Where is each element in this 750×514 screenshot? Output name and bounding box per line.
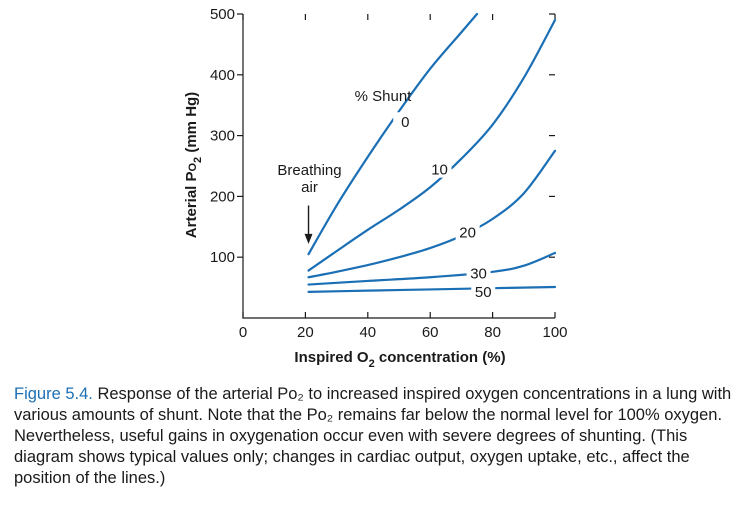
annotation-text: Breathing: [277, 162, 341, 179]
series-line-50: [307, 285, 557, 293]
series-label-50: 50: [475, 284, 492, 301]
figure-label: Figure 5.4.: [14, 385, 93, 403]
curves: [307, 12, 557, 293]
series-label-10: 10: [431, 162, 448, 179]
y-tick-label: 500: [210, 6, 235, 23]
shunt-header: % Shunt: [355, 88, 413, 105]
series-label-0: 0: [401, 114, 409, 131]
series-label-bg: [455, 222, 480, 241]
y-tick-label: 200: [210, 188, 235, 205]
caption-text: Response of the arterial Pᴏ₂ to increase…: [14, 385, 732, 487]
y-tick-label: 300: [210, 128, 235, 145]
series-label-30: 30: [470, 266, 487, 283]
annotation-arrow-head: [304, 233, 313, 244]
x-axis-title: Inspired O2 concentration (%): [294, 349, 505, 370]
series-label-bg: [427, 159, 452, 178]
annotation-text: air: [301, 179, 318, 196]
figure-caption: Figure 5.4. Response of the arterial Pᴏ₂…: [14, 384, 738, 489]
series-label-20: 20: [459, 224, 476, 241]
x-tick-label: 60: [422, 324, 439, 341]
y-tick-label: 400: [210, 67, 235, 84]
series-label-bg: [393, 112, 418, 131]
y-tick-label: 100: [210, 249, 235, 266]
x-tick-label: 100: [542, 324, 567, 341]
series-label-bg: [466, 263, 491, 282]
series-line-0: [307, 12, 479, 256]
x-tick-label: 40: [359, 324, 376, 341]
x-tick-label: 20: [297, 324, 314, 341]
y-axis-title: Arterial PO2 (mm Hg): [183, 92, 204, 238]
x-tick-label: 0: [239, 324, 247, 341]
series-line-20: [307, 149, 557, 279]
series-label-bg: [471, 281, 496, 300]
series-line-30: [307, 251, 557, 286]
series-line-10: [307, 18, 557, 272]
x-tick-label: 80: [484, 324, 501, 341]
